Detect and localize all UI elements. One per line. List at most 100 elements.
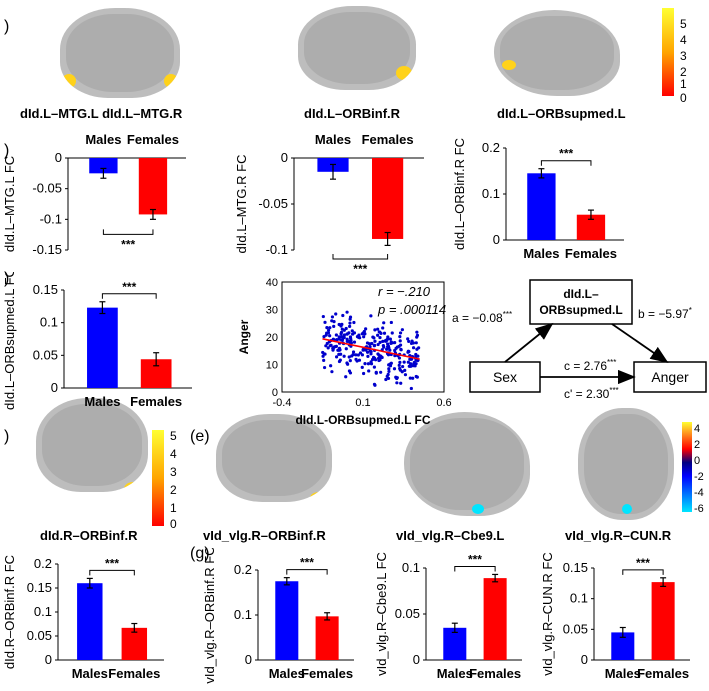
scatter-plot: 403020100-0.4 0.1 0.6r = −.210p = .000114d…: [236, 272, 460, 432]
colorbar-top: 5 4 3 2 1 0: [660, 6, 708, 102]
scatter-point: [390, 321, 393, 324]
colorbar-tick: 4: [694, 423, 700, 435]
scatter-point: [401, 328, 404, 331]
scatter-point: [325, 326, 328, 329]
scatter-point: [361, 353, 364, 356]
scatter-point: [345, 347, 348, 350]
bar-chart-orbsupmed: 0.150.10.050Males Females***dId.L–ORBsupm…: [0, 272, 232, 420]
y-tick-label: 0.1: [570, 591, 588, 606]
scatter-point: [356, 335, 359, 338]
category-label: Males: [437, 666, 473, 681]
scatter-point: [331, 349, 334, 352]
scatter-point: [353, 331, 356, 334]
scatter-point: [403, 360, 406, 363]
path-c-label: c = 2.76***: [564, 358, 616, 373]
scatter-point: [386, 345, 389, 348]
scatter-point: [338, 348, 341, 351]
colorbar-tick: -2: [694, 471, 704, 483]
activation-blob: [472, 504, 484, 514]
significance-label: ***: [121, 237, 135, 251]
y-axis-label: dId.R–ORBinf.R FC: [2, 555, 17, 669]
y-axis-label: dId.L–ORBsupmed.L FC: [2, 272, 17, 410]
significance-label: ***: [353, 262, 367, 270]
bar-chart-d: 0.20.150.10.050Males Females***dId.R–ORBi…: [0, 548, 200, 691]
path-a-label: a = −0.08***: [452, 310, 512, 325]
colorbar-tick: 1: [170, 501, 177, 515]
scatter-point: [358, 359, 361, 362]
significance-label: ***: [468, 552, 482, 566]
scatter-point: [349, 359, 352, 362]
scatter-point: [328, 334, 331, 337]
scatter-point: [406, 351, 409, 354]
bar-chart-mtg-r: 0-0.05-0.1Males Females***dId.L–MTG.R FC: [232, 128, 450, 270]
scatter-point: [349, 339, 352, 342]
scatter-point: [379, 371, 382, 374]
colorbar-tick: 2: [694, 439, 700, 451]
scatter-point: [341, 314, 344, 317]
activation-blob: [502, 60, 516, 70]
brain-label-orbsupmed: dId.L–ORBsupmed.L: [497, 106, 626, 121]
y-tick-label: 0: [281, 150, 288, 165]
scatter-point: [337, 353, 340, 356]
scatter-point: [347, 331, 350, 334]
brain-label-e1: vId_vlg.R–ORBinf.R: [203, 528, 326, 543]
scatter-point: [373, 366, 376, 369]
x-tick-label: 0.1: [355, 397, 370, 409]
colorbar-tick: 0: [680, 91, 687, 102]
scatter-point: [378, 336, 381, 339]
scatter-point: [399, 369, 402, 372]
category-label: Females: [362, 132, 414, 147]
scatter-point: [335, 333, 338, 336]
bar-chart-mtg-l: 0-0.05-0.1-0.15Males Females***dId.L–MTG.…: [0, 128, 232, 270]
significance-bracket: [103, 229, 153, 234]
brain-label-d: dId.R–ORBinf.R: [40, 528, 138, 543]
y-tick-label: 0: [245, 652, 252, 667]
scatter-point: [397, 345, 400, 348]
scatter-point: [391, 331, 394, 334]
y-tick-label: 10: [266, 360, 278, 372]
scatter-point: [362, 372, 365, 375]
y-tick-label: -0.15: [32, 242, 62, 257]
scatter-point: [348, 369, 351, 372]
scatter-point: [352, 321, 355, 324]
bar-chart-orbinf: 0.2 0.1 0 Males Females *** dId.L–ORBinf.R FC: [450, 128, 650, 274]
y-tick-label: 0: [493, 232, 500, 247]
scatter-point: [345, 311, 348, 314]
colorbar-tick: 0: [170, 517, 177, 531]
colorbar-tick: 5: [680, 17, 687, 31]
colorbar-mid: 5 4 3 2 1 0: [150, 428, 190, 532]
x-tick-label: -0.4: [273, 397, 292, 409]
scatter-point: [393, 367, 396, 370]
category-label: Males: [269, 666, 305, 681]
scatter-point: [375, 371, 378, 374]
scatter-point: [332, 325, 335, 328]
significance-label: ***: [636, 556, 650, 570]
y-tick-label: -0.1: [40, 211, 62, 226]
scatter-point: [376, 328, 379, 331]
colorbar-tick: 4: [680, 33, 687, 47]
scatter-point: [354, 358, 357, 361]
y-tick-label: 0: [51, 380, 58, 395]
bar-chart-e2: 0.10.050MalesFemales***vId_vlg.R–Cbe9.L …: [372, 548, 538, 691]
scatter-point: [411, 364, 414, 367]
scatter-point: [404, 373, 407, 376]
activation-blob: [622, 504, 632, 514]
scatter-point: [367, 362, 370, 365]
scatter-point: [323, 366, 326, 369]
scatter-point: [414, 353, 417, 356]
bar-males: [77, 583, 102, 660]
path-cprime-label: c' = 2.30***: [564, 386, 619, 401]
scatter-point: [383, 332, 386, 335]
scatter-point: [362, 335, 365, 338]
category-label: Males: [84, 394, 120, 409]
brain-label-orbinf: dId.L–ORBinf.R: [304, 106, 400, 121]
scatter-point: [331, 315, 334, 318]
scatter-point: [339, 359, 342, 362]
bar-females: [316, 616, 339, 660]
scatter-point: [398, 335, 401, 338]
significance-bracket: [623, 570, 663, 575]
activation-blob: [164, 74, 178, 88]
y-tick-label: 20: [266, 332, 278, 344]
path-b-arrow: [612, 324, 667, 362]
scatter-point: [390, 362, 393, 365]
